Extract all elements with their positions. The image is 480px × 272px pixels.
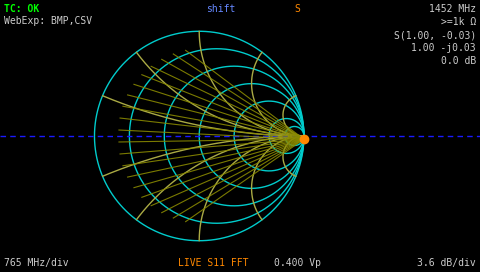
Text: LIVE S11 FFT: LIVE S11 FFT (178, 258, 248, 268)
Text: 1.00 -j0.03: 1.00 -j0.03 (411, 43, 476, 53)
Text: S(1.00, -0.03): S(1.00, -0.03) (394, 30, 476, 40)
Text: 1452 MHz: 1452 MHz (429, 4, 476, 14)
Text: 3.6 dB/div: 3.6 dB/div (417, 258, 476, 268)
Text: shift: shift (206, 4, 236, 14)
Text: 0.0 dB: 0.0 dB (441, 56, 476, 66)
Text: WebExp: BMP,CSV: WebExp: BMP,CSV (4, 16, 92, 26)
Text: S: S (295, 4, 300, 14)
Text: 0.400 Vp: 0.400 Vp (274, 258, 321, 268)
Text: TC: OK: TC: OK (4, 4, 39, 14)
Text: >=1k Ω: >=1k Ω (441, 17, 476, 27)
Text: 765 MHz/div: 765 MHz/div (4, 258, 69, 268)
